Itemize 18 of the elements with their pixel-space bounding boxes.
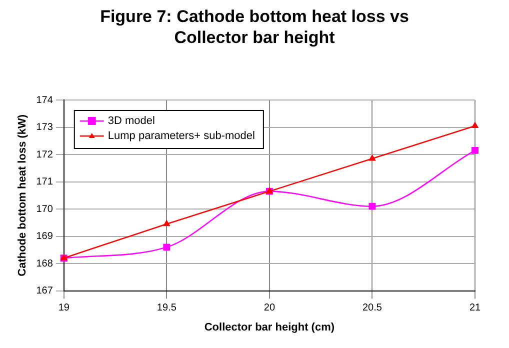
y-tick-label: 174 bbox=[36, 94, 54, 106]
y-tick-label: 172 bbox=[36, 149, 54, 160]
x-tick-label: 19 bbox=[58, 302, 70, 314]
y-tick-label: 173 bbox=[36, 122, 54, 134]
x-tick-label: 21 bbox=[469, 302, 481, 314]
y-tick-label: 168 bbox=[36, 258, 54, 270]
y-tick-label: 169 bbox=[36, 231, 54, 242]
x-axis-title: Collector bar height (cm) bbox=[204, 321, 335, 334]
legend-label: 3D model bbox=[108, 115, 155, 128]
x-tick-label: 20.5 bbox=[362, 302, 382, 314]
x-tick-label: 20 bbox=[264, 302, 276, 314]
legend-label: Lump parameters+ sub-model bbox=[108, 130, 255, 142]
y-tick-label: 167 bbox=[36, 286, 54, 297]
chart-title: Figure 7: Cathode bottom heat loss vs Collector bar height bbox=[99, 6, 410, 48]
x-tick-label: 19.5 bbox=[156, 302, 177, 314]
y-tick-label: 171 bbox=[36, 176, 54, 188]
y-axis-title: Cathode bottom heat loss (kW) bbox=[16, 114, 29, 276]
y-tick-label: 170 bbox=[36, 204, 54, 215]
